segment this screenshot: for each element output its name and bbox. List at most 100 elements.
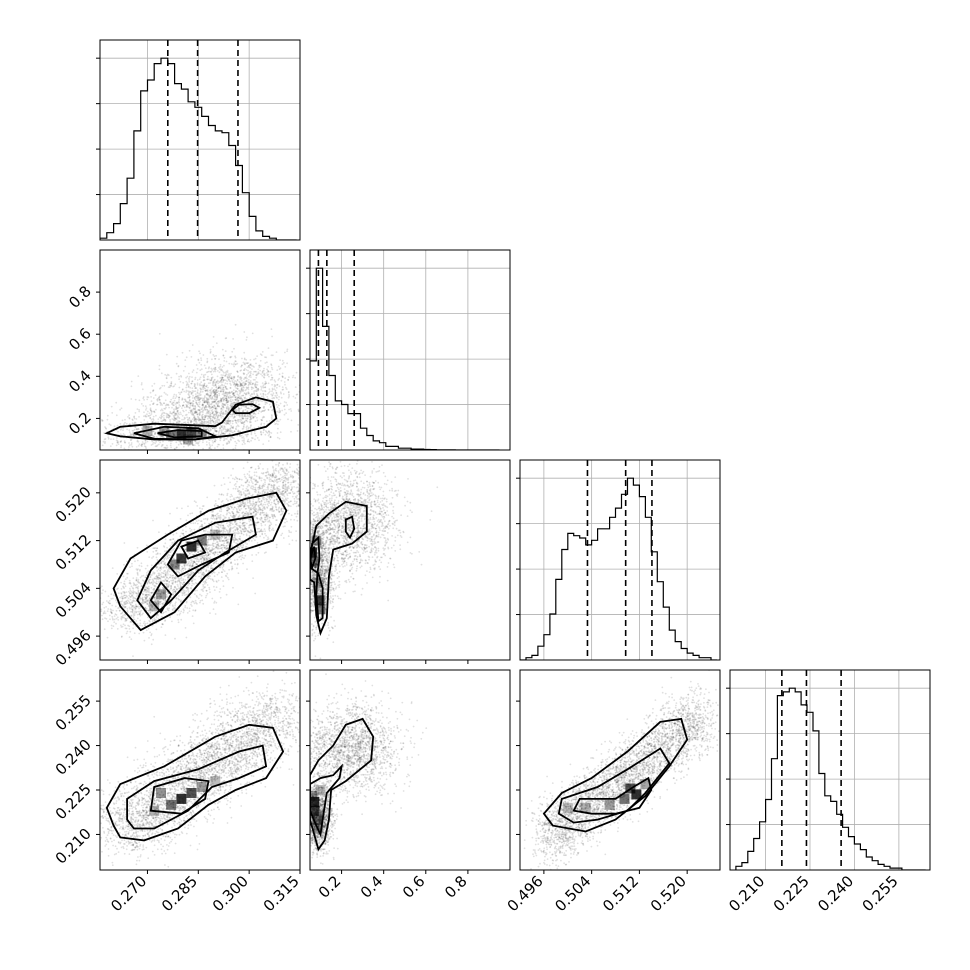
sample-point (160, 595, 163, 598)
sample-point (167, 583, 170, 586)
sample-point (140, 575, 143, 577)
sample-point (228, 391, 231, 394)
sample-point (170, 601, 173, 604)
sample-point (188, 396, 191, 399)
sample-point (209, 447, 212, 449)
sample-point (253, 474, 256, 477)
sample-point (199, 387, 202, 390)
sample-point (210, 367, 213, 370)
sample-point (206, 357, 209, 360)
sample-point (217, 387, 220, 390)
sample-point (215, 402, 218, 404)
sample-point (244, 392, 247, 395)
sample-point (206, 393, 209, 395)
sample-point (200, 408, 203, 410)
sample-point (175, 565, 177, 568)
sample-point (244, 383, 247, 386)
sample-point (144, 445, 147, 448)
sample-point (254, 382, 257, 385)
sample-point (253, 509, 256, 512)
sample-point (234, 402, 237, 404)
sample-point (149, 391, 152, 394)
sample-point (277, 470, 280, 473)
sample-point (258, 366, 261, 369)
sample-point (213, 551, 216, 553)
sample-point (195, 364, 198, 366)
sample-point (206, 389, 209, 391)
sample-point (253, 358, 255, 361)
sample-point (296, 393, 299, 396)
sample-point (210, 549, 213, 551)
sample-point (150, 603, 153, 606)
sample-point (264, 401, 267, 404)
sample-point (250, 421, 252, 424)
sample-point (247, 372, 250, 375)
sample-point (212, 401, 215, 403)
sample-point (204, 416, 207, 419)
sample-point (219, 426, 221, 429)
sample-point (207, 430, 210, 433)
sample-point (156, 399, 159, 402)
sample-point (197, 597, 200, 600)
sample-point (145, 426, 148, 429)
sample-point (212, 380, 215, 383)
sample-point (262, 521, 264, 524)
sample-point (242, 394, 245, 397)
sample-point (250, 417, 252, 420)
sample-point (252, 365, 254, 367)
sample-point (224, 430, 227, 433)
sample-point (224, 385, 227, 388)
sample-point (270, 416, 273, 419)
sample-point (193, 593, 196, 595)
sample-point (226, 376, 229, 378)
sample-point (249, 374, 252, 376)
sample-point (188, 349, 191, 352)
sample-point (183, 406, 186, 409)
sample-point (160, 420, 163, 423)
sample-point (234, 396, 237, 399)
sample-point (216, 405, 219, 408)
sample-point (163, 546, 166, 548)
sample-point (218, 392, 221, 395)
sample-point (120, 446, 122, 449)
sample-point (148, 602, 151, 604)
sample-point (213, 379, 216, 381)
sample-point (235, 383, 237, 386)
sample-point (257, 412, 260, 415)
sample-point (191, 444, 194, 446)
sample-point (254, 432, 256, 435)
sample-point (191, 582, 194, 585)
sample-point (260, 373, 262, 375)
sample-point (153, 410, 155, 413)
sample-point (257, 372, 259, 375)
sample-point (193, 415, 196, 417)
sample-point (154, 442, 157, 445)
sample-point (229, 396, 232, 399)
sample-point (165, 353, 168, 356)
sample-point (189, 596, 192, 599)
sample-point (266, 432, 269, 434)
sample-point (140, 562, 143, 565)
sample-point (267, 408, 270, 411)
sample-point (276, 406, 279, 409)
sample-point (145, 593, 148, 596)
sample-point (228, 376, 231, 379)
sample-point (160, 626, 163, 628)
sample-point (206, 361, 209, 364)
sample-point (255, 390, 258, 393)
sample-point (274, 423, 276, 426)
sample-point (225, 422, 227, 425)
sample-point (247, 392, 250, 395)
sample-point (260, 517, 263, 520)
sample-point (205, 404, 207, 407)
sample-point (183, 440, 186, 443)
sample-point (284, 500, 286, 503)
sample-point (138, 607, 141, 610)
sample-point (212, 346, 215, 348)
sample-point (247, 415, 250, 418)
sample-point (294, 397, 297, 399)
sample-point (275, 546, 278, 549)
sample-point (185, 403, 188, 406)
sample-point (243, 369, 246, 371)
sample-point (281, 388, 284, 391)
